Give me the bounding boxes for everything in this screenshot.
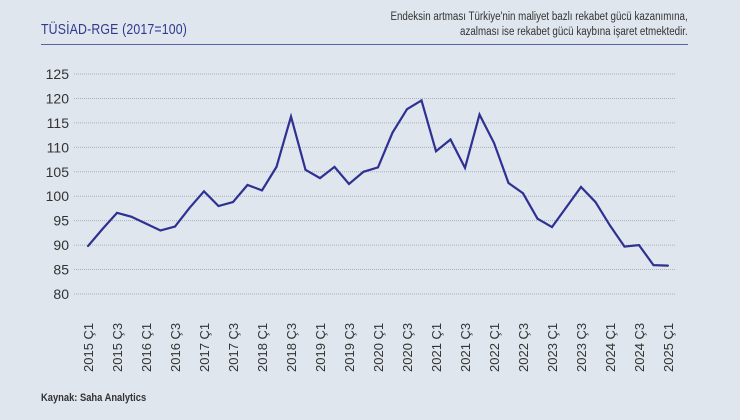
data-point <box>551 226 553 229</box>
data-point <box>609 224 611 227</box>
data-point <box>565 205 568 208</box>
x-tick-label: 2025 Ç1 <box>661 323 676 372</box>
data-point <box>232 201 234 204</box>
x-tick-label: 2016 Ç3 <box>168 323 183 372</box>
header-divider <box>41 44 688 45</box>
data-point <box>159 229 162 232</box>
data-point <box>290 115 292 118</box>
data-point <box>145 222 147 225</box>
x-tick-label: 2020 Ç1 <box>371 323 386 372</box>
y-tick-label: 95 <box>53 213 69 229</box>
y-tick-label: 85 <box>53 262 69 278</box>
data-point <box>101 227 104 230</box>
source-note: Kaynak: Saha Analytics <box>41 392 147 404</box>
x-tick-label: 2017 Ç1 <box>197 323 212 372</box>
y-tick-label: 110 <box>47 139 70 155</box>
data-point <box>406 108 408 111</box>
data-point <box>391 131 394 134</box>
x-tick-label: 2018 Ç1 <box>255 323 270 372</box>
data-point <box>638 244 640 247</box>
data-point <box>507 182 510 185</box>
data-point <box>435 150 437 153</box>
data-point <box>580 185 582 188</box>
y-tick-label: 80 <box>53 286 69 302</box>
note-line-2: azalması ise rekabet gücü kaybına işaret… <box>460 26 688 38</box>
x-tick-label: 2022 Ç3 <box>516 323 531 372</box>
data-point <box>275 165 278 168</box>
data-point <box>174 225 176 228</box>
chart-title: TÜSİAD-RGE (2017=100) <box>41 21 187 38</box>
data-point <box>522 192 524 195</box>
data-point <box>377 166 379 169</box>
y-tick-label: 125 <box>46 66 70 82</box>
data-point <box>130 215 133 218</box>
data-point <box>261 189 263 192</box>
note-line-1: Endeksin artması Türkiye'nin maliyet baz… <box>390 11 688 23</box>
x-tick-label: 2023 Ç3 <box>574 323 589 372</box>
x-tick-label: 2024 Ç1 <box>603 323 618 372</box>
data-point <box>536 217 539 220</box>
y-tick-label: 115 <box>47 115 70 131</box>
data-point <box>304 168 307 171</box>
series-line-tusiad-rge <box>87 98 669 267</box>
data-point <box>188 206 191 209</box>
data-point <box>594 201 597 204</box>
data-point <box>333 165 336 168</box>
data-point <box>623 245 626 248</box>
chart-note: Endeksin artması Türkiye'nin maliyet baz… <box>391 10 688 40</box>
data-point <box>116 211 118 214</box>
x-tick-label: 2022 Ç1 <box>487 323 502 372</box>
x-tick-label: 2024 Ç3 <box>632 323 647 372</box>
data-point <box>652 264 655 267</box>
data-point <box>478 113 481 116</box>
y-tick-label: 105 <box>46 164 70 180</box>
x-tick-label: 2015 Ç3 <box>110 323 125 372</box>
x-tick-label: 2019 Ç1 <box>313 323 328 372</box>
x-tick-label: 2023 Ç1 <box>545 323 560 372</box>
data-point <box>319 177 321 180</box>
data-point <box>464 166 466 169</box>
x-tick-label: 2021 Ç1 <box>429 323 444 372</box>
data-point <box>203 190 205 193</box>
data-point <box>348 183 350 185</box>
y-tick-label: 100 <box>46 188 70 204</box>
x-tick-label: 2015 Ç1 <box>81 323 96 372</box>
y-tick-label: 90 <box>53 237 69 253</box>
data-point <box>217 205 220 207</box>
data-point <box>87 245 89 248</box>
data-point <box>420 99 423 102</box>
data-point <box>362 170 365 173</box>
x-tick-label: 2018 Ç3 <box>284 323 299 372</box>
x-tick-label: 2019 Ç3 <box>342 323 357 372</box>
x-tick-label: 2021 Ç3 <box>458 323 473 372</box>
x-tick-label: 2017 Ç3 <box>226 323 241 372</box>
data-point <box>667 264 669 267</box>
data-point <box>246 183 249 186</box>
data-point <box>493 141 495 144</box>
data-point <box>449 138 452 141</box>
x-tick-label: 2016 Ç1 <box>139 323 154 372</box>
x-tick-label: 2020 Ç3 <box>400 323 415 372</box>
y-tick-label: 120 <box>46 90 70 106</box>
